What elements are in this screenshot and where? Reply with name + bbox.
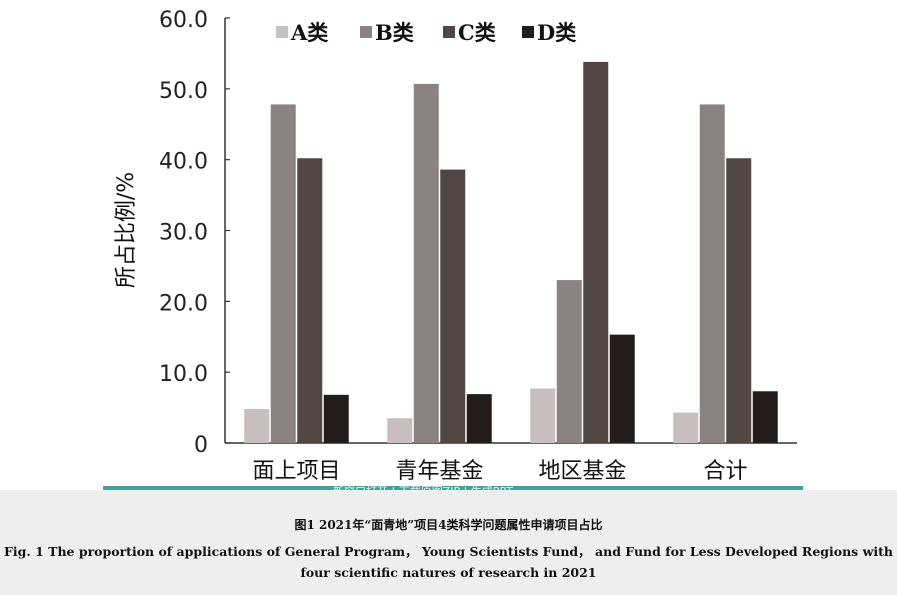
x-tick-label: 合计 xyxy=(703,459,747,484)
legend: A类 B类 C类 D类 xyxy=(276,20,577,45)
bar-D类-地区基金 xyxy=(609,334,635,443)
y-tick-label: 60.0 xyxy=(159,8,208,33)
x-tick-label: 面上项目 xyxy=(252,459,340,484)
bar-C类-面上项目 xyxy=(297,158,323,443)
bar-A类-青年基金 xyxy=(387,418,413,443)
bar-B类-地区基金 xyxy=(556,280,582,443)
bar-B类-合计 xyxy=(699,104,725,444)
y-tick-label: 10.0 xyxy=(159,362,208,387)
legend-label-B类: B类 xyxy=(375,20,415,45)
y-tick-label: 0 xyxy=(194,433,208,458)
bars xyxy=(244,61,778,444)
y-tick-label: 20.0 xyxy=(159,291,208,316)
bar-C类-合计 xyxy=(726,158,752,443)
bar-B类-青年基金 xyxy=(413,83,439,443)
y-tick-label: 30.0 xyxy=(159,221,208,246)
bar-A类-合计 xyxy=(673,412,699,443)
legend-swatch-A类 xyxy=(276,26,288,38)
bar-D类-青年基金 xyxy=(466,394,492,443)
legend-label-A类: A类 xyxy=(290,20,329,45)
legend-swatch-D类 xyxy=(522,26,534,38)
legend-swatch-C类 xyxy=(443,26,455,38)
bar-C类-地区基金 xyxy=(583,61,609,444)
legend-label-C类: C类 xyxy=(458,20,497,45)
y-axis-label: 所占比例/% xyxy=(114,172,139,288)
caption-chinese: 图1 2021年“面青地”项目4类科学问题属性申请项目占比 xyxy=(294,518,603,532)
y-tick-label: 50.0 xyxy=(159,79,208,104)
x-tick-label: 青年基金 xyxy=(395,459,483,484)
bar-D类-合计 xyxy=(752,391,778,443)
x-tick-label: 地区基金 xyxy=(538,459,626,484)
bar-B类-面上项目 xyxy=(270,104,296,444)
caption-area xyxy=(0,490,897,595)
bar-A类-面上项目 xyxy=(244,409,270,443)
caption-english: Fig. 1 The proportion of applications of… xyxy=(4,544,893,580)
bar-D类-面上项目 xyxy=(323,394,349,443)
axes: 0 10.0 20.0 30.0 40.0 50.0 60.0 面上项目 青年基金 地区基金 合计 xyxy=(159,8,797,484)
legend-label-D类: D类 xyxy=(537,20,577,45)
legend-swatch-B类 xyxy=(360,26,372,38)
y-tick-label: 40.0 xyxy=(159,150,208,175)
bar-A类-地区基金 xyxy=(530,388,556,443)
bar-C类-青年基金 xyxy=(440,169,466,444)
